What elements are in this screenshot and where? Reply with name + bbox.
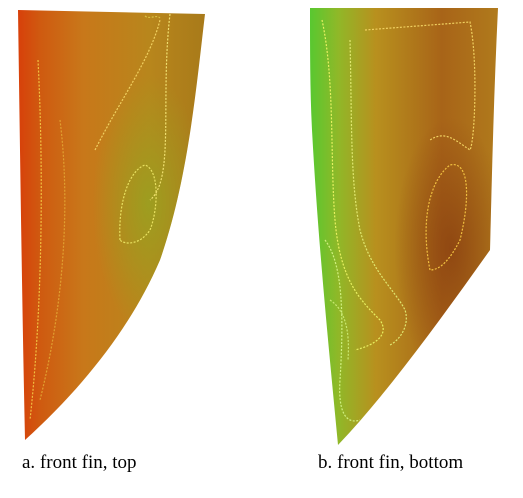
panel-caption: b. front fin, bottom	[318, 452, 463, 473]
panel-b-image	[310, 8, 498, 445]
panel-caption: a. front fin, top	[22, 452, 137, 473]
panel-a-image	[18, 10, 205, 440]
